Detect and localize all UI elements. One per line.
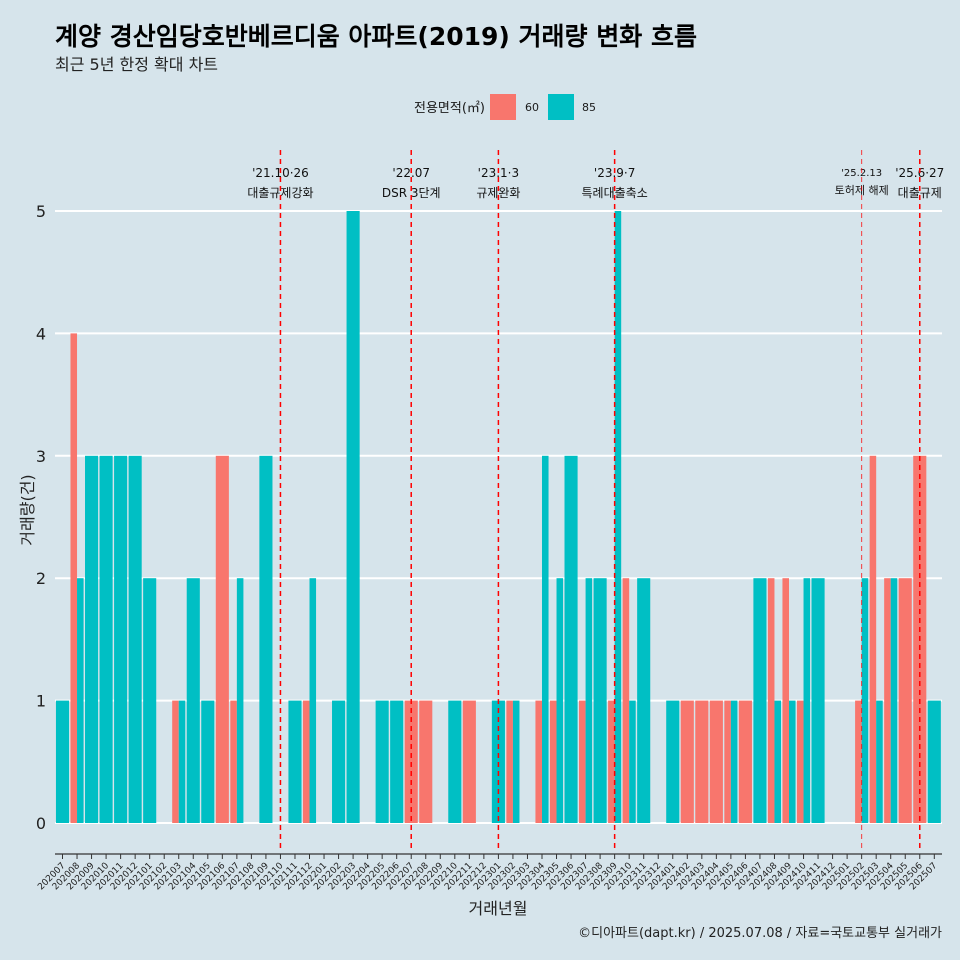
x-ticks bbox=[62, 854, 935, 859]
bar-60-202404 bbox=[709, 700, 723, 823]
bar-60-202107 bbox=[230, 700, 237, 823]
y-tick-label: 2 bbox=[36, 569, 46, 588]
bar-60-202106 bbox=[215, 455, 229, 823]
y-tick-labels: 0 1 2 3 4 5 bbox=[36, 202, 46, 833]
y-axis-title: 거래량(건) bbox=[18, 474, 37, 545]
bar-85-202310 bbox=[629, 700, 636, 823]
event-name-label: 대출규제강화 bbox=[247, 186, 313, 200]
bar-85-202407 bbox=[753, 578, 767, 823]
bar-85-202109 bbox=[259, 455, 273, 823]
bar-60-202310 bbox=[622, 578, 630, 823]
bar-85-202111 bbox=[288, 700, 302, 823]
bar-85-202206 bbox=[390, 700, 404, 823]
bar-85-202504 bbox=[890, 578, 898, 823]
bar-60-202405 bbox=[724, 700, 731, 823]
bar-85-202304 bbox=[541, 455, 549, 823]
bar-85-202202 bbox=[332, 700, 346, 823]
legend-key-60 bbox=[490, 94, 516, 120]
event-name-label: 특례대출축소 bbox=[582, 186, 648, 200]
bar-85-202311 bbox=[637, 578, 651, 823]
y-tick-label: 3 bbox=[36, 447, 46, 466]
bar-60-202309 bbox=[608, 700, 615, 823]
x-axis-title: 거래년월 bbox=[469, 899, 528, 918]
bar-60-202403 bbox=[695, 700, 709, 823]
bar-60-202409 bbox=[782, 578, 789, 823]
bar-60-202503 bbox=[869, 455, 877, 823]
bar-85-202010 bbox=[99, 455, 113, 823]
bar-60-202408 bbox=[767, 578, 775, 823]
bars bbox=[55, 211, 941, 823]
bar-60-202304 bbox=[535, 700, 542, 823]
y-tick-label: 1 bbox=[36, 692, 46, 711]
bar-60-202406 bbox=[738, 700, 752, 823]
bar-85-202503 bbox=[876, 700, 883, 823]
bar-60-202112 bbox=[302, 700, 310, 823]
bar-85-202101 bbox=[143, 578, 157, 823]
bar-85-202012 bbox=[128, 455, 142, 823]
bar-85-202103 bbox=[178, 700, 186, 823]
y-tick-label: 4 bbox=[36, 324, 46, 343]
chart-subtitle: 최근 5년 한정 확대 차트 bbox=[55, 55, 218, 74]
bar-85-202007 bbox=[55, 700, 70, 823]
legend-label-85: 85 bbox=[582, 101, 596, 114]
y-tick-label: 5 bbox=[36, 202, 46, 221]
bar-85-202205 bbox=[375, 700, 389, 823]
bar-85-202104 bbox=[186, 578, 200, 823]
bar-60-202505 bbox=[898, 578, 912, 823]
legend-label-60: 60 bbox=[525, 101, 539, 114]
bar-60-202402 bbox=[680, 700, 694, 823]
bar-60-202103 bbox=[172, 700, 179, 823]
bar-85-202008 bbox=[77, 578, 84, 823]
bar-85-202307 bbox=[585, 578, 593, 823]
bar-85-202105 bbox=[201, 700, 215, 823]
bar-85-202408 bbox=[774, 700, 782, 823]
bar-85-202309 bbox=[614, 211, 622, 823]
event-date-label: '25.2.13 bbox=[841, 168, 882, 179]
bar-60-202008 bbox=[70, 333, 78, 823]
y-tick-label: 0 bbox=[36, 814, 46, 833]
bar-85-202401 bbox=[666, 700, 680, 823]
bar-60-202410 bbox=[796, 700, 804, 823]
bar-85-202305 bbox=[556, 578, 564, 823]
bar-85-202210 bbox=[448, 700, 462, 823]
bar-85-202301 bbox=[491, 700, 505, 823]
caption: ©디아파트(dapt.kr) / 2025.07.08 / 자료=국토교통부 실… bbox=[578, 926, 942, 941]
bar-85-202405 bbox=[730, 700, 738, 823]
bar-60-202302 bbox=[506, 700, 513, 823]
bar-60-202502 bbox=[855, 700, 862, 823]
bar-85-202306 bbox=[564, 455, 578, 823]
bar-85-202009 bbox=[85, 455, 99, 823]
bar-85-202203 bbox=[346, 211, 360, 823]
legend-key-85 bbox=[548, 94, 574, 120]
bar-85-202410 bbox=[803, 578, 811, 823]
event-name-label: 규제완화 bbox=[476, 186, 520, 200]
bar-60-202208 bbox=[419, 700, 433, 823]
x-tick-labels: 2020072020082020092020102020112020122021… bbox=[36, 861, 939, 893]
bar-85-202507 bbox=[927, 700, 941, 823]
bar-85-202112 bbox=[309, 578, 317, 823]
bar-85-202107 bbox=[236, 578, 244, 823]
legend: 전용면적(㎡) 60 85 bbox=[414, 94, 596, 120]
bar-85-202308 bbox=[593, 578, 607, 823]
event-name-label: DSR 3단계 bbox=[382, 186, 441, 200]
bar-60-202207 bbox=[404, 700, 418, 823]
bar-85-202502 bbox=[861, 578, 869, 823]
bar-60-202211 bbox=[462, 700, 476, 823]
bar-85-202011 bbox=[114, 455, 128, 823]
legend-title: 전용면적(㎡) bbox=[414, 101, 485, 116]
bar-85-202411 bbox=[811, 578, 825, 823]
bar-85-202409 bbox=[789, 700, 796, 823]
bar-60-202307 bbox=[579, 700, 586, 823]
bar-60-202504 bbox=[884, 578, 891, 823]
event-name-label: 대출규제 bbox=[898, 186, 942, 200]
bar-85-202302 bbox=[512, 700, 520, 823]
bar-60-202305 bbox=[549, 700, 557, 823]
chart-title: 계양 경산임당호반베르디움 아파트(2019) 거래량 변화 흐름 bbox=[55, 22, 697, 51]
